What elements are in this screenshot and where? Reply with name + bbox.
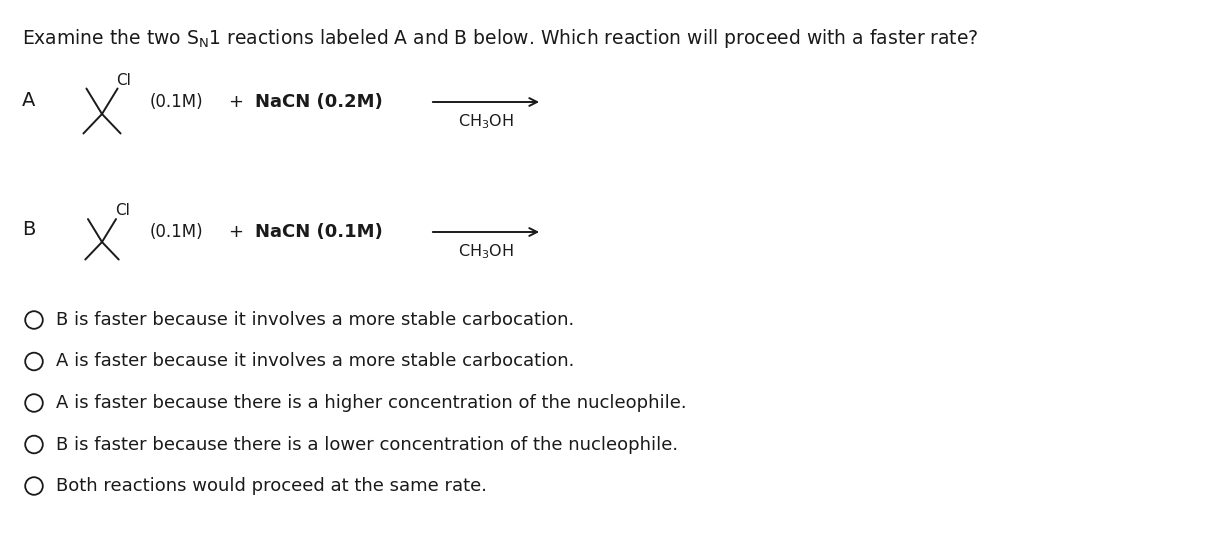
Text: +: +: [228, 93, 243, 111]
Text: A is faster because there is a higher concentration of the nucleophile.: A is faster because there is a higher co…: [55, 394, 687, 412]
Text: Cl: Cl: [117, 73, 131, 88]
Text: CH$_3$OH: CH$_3$OH: [458, 112, 515, 131]
Text: NaCN (0.1M): NaCN (0.1M): [255, 223, 383, 241]
Text: A: A: [22, 91, 35, 109]
Text: NaCN (0.2M): NaCN (0.2M): [255, 93, 383, 111]
Text: Cl: Cl: [114, 203, 130, 218]
Text: B is faster because there is a lower concentration of the nucleophile.: B is faster because there is a lower con…: [55, 436, 678, 454]
Text: (0.1M): (0.1M): [149, 93, 204, 111]
Text: Both reactions would proceed at the same rate.: Both reactions would proceed at the same…: [55, 477, 487, 495]
Text: A is faster because it involves a more stable carbocation.: A is faster because it involves a more s…: [55, 353, 575, 370]
Text: Examine the two $\mathregular{S_N}$1 reactions labeled A and B below. Which reac: Examine the two $\mathregular{S_N}$1 rea…: [22, 27, 978, 50]
Text: B is faster because it involves a more stable carbocation.: B is faster because it involves a more s…: [55, 311, 575, 329]
Text: (0.1M): (0.1M): [149, 223, 204, 241]
Text: B: B: [22, 220, 35, 240]
Text: +: +: [228, 223, 243, 241]
Text: CH$_3$OH: CH$_3$OH: [458, 242, 515, 261]
